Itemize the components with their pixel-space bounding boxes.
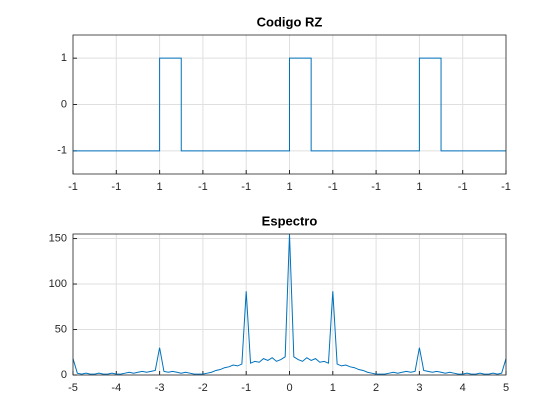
x-tick-label: 3	[416, 382, 422, 394]
axes-box	[72, 233, 507, 376]
x-tick-label: -2	[198, 382, 208, 394]
x-tick-label: 5	[503, 382, 509, 394]
x-tick-label: 0	[286, 382, 292, 394]
x-tick-label: 4	[460, 382, 466, 394]
x-tick-label: -1	[458, 181, 468, 193]
x-tick-label: -1	[328, 181, 338, 193]
x-tick-label: 1	[286, 181, 292, 193]
x-tick-label: 2	[373, 382, 379, 394]
x-tick-label: -1	[501, 181, 511, 193]
y-tick-label: 150	[49, 232, 67, 244]
y-tick-label: -1	[57, 145, 67, 157]
chart-title: Espectro	[262, 213, 318, 228]
y-tick-label: 1	[61, 52, 67, 64]
x-tick-label: -1	[198, 181, 208, 193]
x-tick-label: -1	[68, 181, 78, 193]
y-tick-label: 100	[49, 278, 67, 290]
x-tick-label: -1	[241, 382, 251, 394]
x-tick-label: 1	[416, 181, 422, 193]
x-tick-label: -5	[68, 382, 78, 394]
chart-title: Codigo RZ	[257, 14, 323, 29]
data-line	[73, 57, 506, 152]
x-tick-label: -1	[241, 181, 251, 193]
y-tick-label: 0	[61, 369, 67, 381]
x-tick-label: 1	[157, 181, 163, 193]
x-tick-label: -3	[155, 382, 165, 394]
x-tick-label: 1	[330, 382, 336, 394]
x-tick-label: -1	[371, 181, 381, 193]
y-tick-label: 50	[55, 323, 67, 335]
x-tick-label: -4	[111, 382, 121, 394]
x-tick-label: -1	[111, 181, 121, 193]
axes-box	[72, 34, 507, 175]
y-tick-label: 0	[61, 98, 67, 110]
